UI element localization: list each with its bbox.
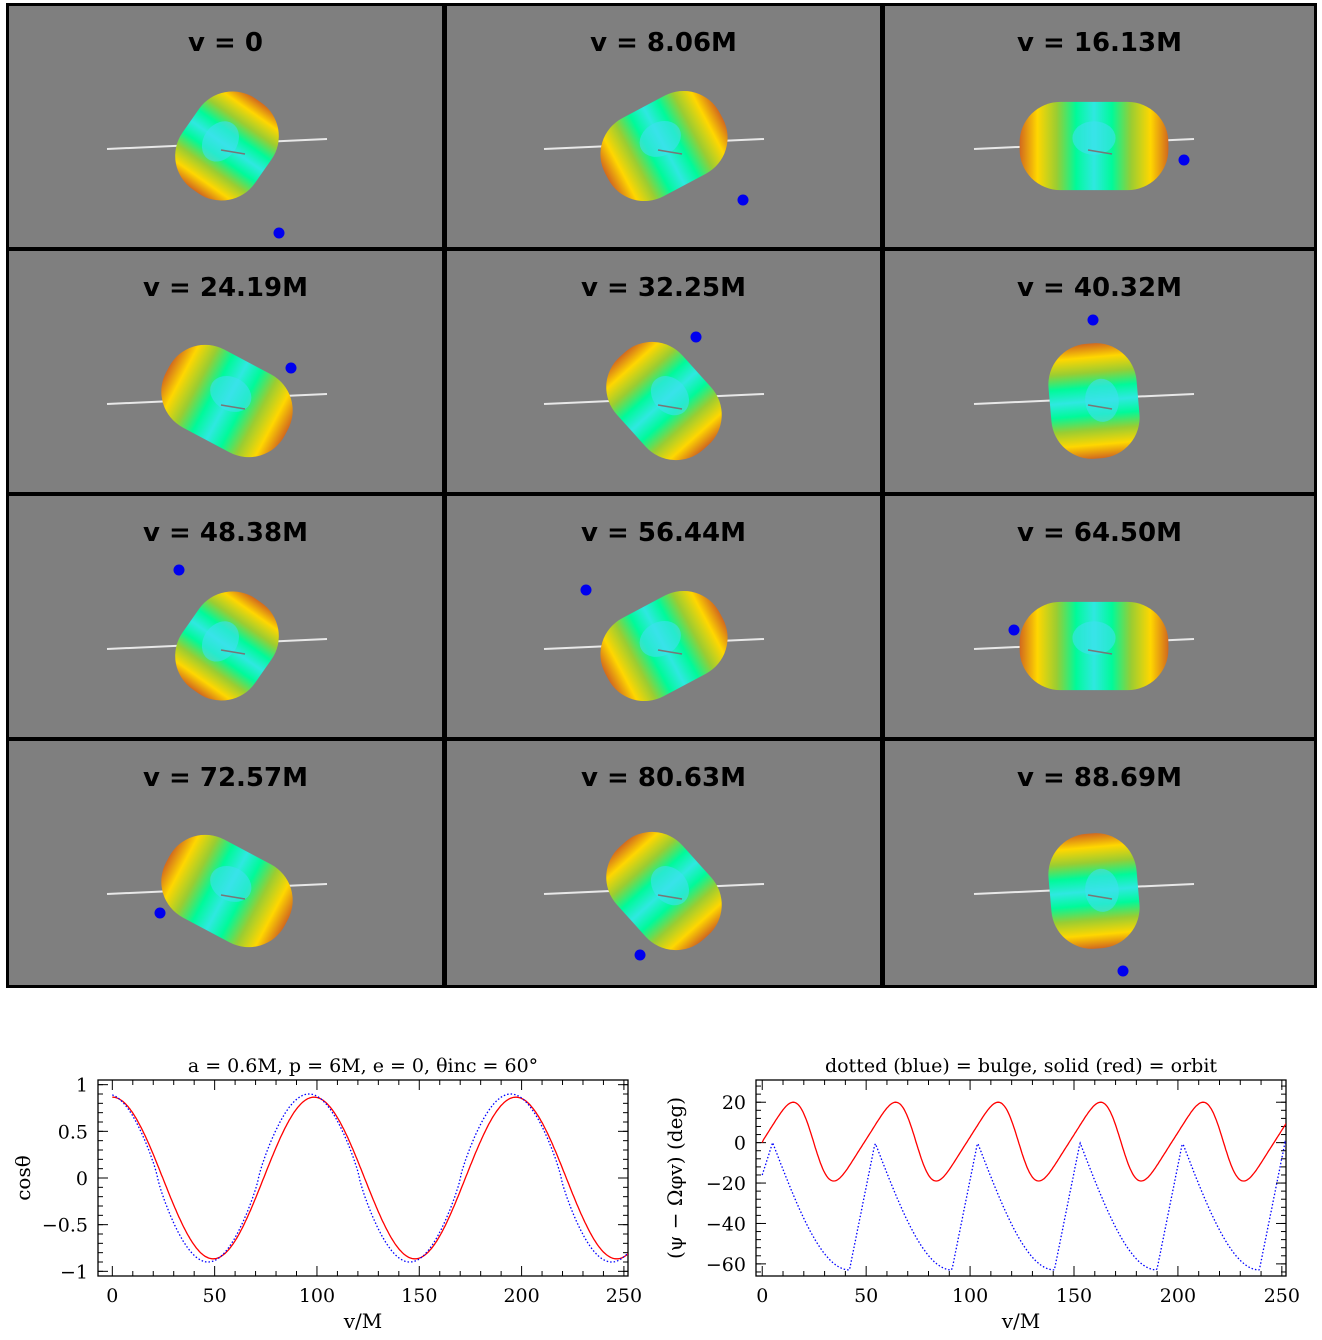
y-tick-label: −40 xyxy=(706,1213,746,1235)
cos-theta-chart: 0 50 100 150 200 250 1 0.5 0 −0.5 −1 a = 0.6M, p = … xyxy=(11,1055,642,1333)
plot-frame xyxy=(755,1079,1287,1277)
orbiting-body xyxy=(154,907,166,919)
orbiting-body xyxy=(1178,154,1190,166)
y-tick-label: −60 xyxy=(706,1254,746,1276)
orbiting-body xyxy=(580,584,592,596)
tidal-bulge xyxy=(606,831,722,951)
snapshot-panel: v = 88.69M xyxy=(885,741,1314,985)
tidal-bulge xyxy=(606,341,722,461)
snapshot-label: v = 8.06M xyxy=(590,28,737,58)
x-axis-label: v/M xyxy=(343,1309,383,1333)
orbiting-body xyxy=(690,331,702,343)
x-tick-label: 0 xyxy=(106,1285,118,1307)
chart-title: a = 0.6M, p = 6M, e = 0, θinc = 60° xyxy=(188,1055,538,1077)
orbiting-body xyxy=(1117,965,1129,977)
bulge-render xyxy=(106,834,328,948)
angle-lag-plot: 0 50 100 150 200 250 20 0 −20 −40 −60 dotted (blue)… xyxy=(660,1040,1322,1336)
y-tick-label: −1 xyxy=(60,1261,88,1283)
orbit-series-line xyxy=(112,1096,628,1260)
snapshot-label: v = 16.13M xyxy=(1017,28,1182,58)
snapshot-panel: v = 0 xyxy=(9,6,442,247)
snapshot-panel: v = 72.57M xyxy=(9,741,442,985)
chart-title: dotted (blue) = bulge, solid (red) = orb… xyxy=(825,1055,1217,1077)
tidal-bulge xyxy=(175,591,279,701)
x-axis-label: v/M xyxy=(1001,1309,1041,1333)
orbiting-body xyxy=(737,194,749,206)
bulge-render xyxy=(973,601,1195,691)
y-tick-label: 0 xyxy=(734,1133,746,1155)
tidal-bulge xyxy=(161,834,293,948)
bulge-render xyxy=(543,584,765,702)
plot-frame xyxy=(97,1079,629,1277)
snapshot-grid: v = 0 v = 8.06M v = 16.13M v = 24.19M v = 32… xyxy=(6,3,1317,988)
snapshot-panel: v = 80.63M xyxy=(447,741,880,985)
tidal-bulge xyxy=(175,91,279,201)
bulge-render xyxy=(543,90,765,206)
orbiting-body xyxy=(634,949,646,961)
tidal-bulge xyxy=(161,344,293,458)
y-tick-label: 20 xyxy=(722,1092,746,1114)
y-tick-label: −20 xyxy=(706,1173,746,1195)
x-tick-label: 100 xyxy=(299,1285,335,1307)
snapshot-panel: v = 16.13M xyxy=(885,6,1314,247)
snapshot-panel: v = 40.32M xyxy=(885,251,1314,492)
bulge-render xyxy=(973,314,1195,459)
bulge-render xyxy=(106,91,328,239)
snapshot-label: v = 56.44M xyxy=(581,518,746,548)
orbiting-body xyxy=(273,227,285,239)
y-tick-label: 0 xyxy=(76,1168,88,1190)
y-tick-label: 1 xyxy=(76,1075,88,1097)
snapshot-label: v = 64.50M xyxy=(1017,518,1182,548)
snapshot-label: v = 88.69M xyxy=(1017,763,1182,793)
x-tick-label: 150 xyxy=(1056,1285,1092,1307)
bulge-render xyxy=(543,831,765,961)
cos-theta-plot: 0 50 100 150 200 250 1 0.5 0 −0.5 −1 a = 0.6M, p = … xyxy=(0,1040,660,1336)
tidal-bulge xyxy=(1048,833,1140,949)
y-axis-label: (ψ − Ωφv) (deg) xyxy=(663,1097,687,1259)
snapshot-label: v = 40.32M xyxy=(1017,273,1182,303)
snapshot-panel: v = 56.44M xyxy=(447,496,880,737)
bulge-series-line xyxy=(112,1093,628,1263)
x-tick-label: 200 xyxy=(503,1285,539,1307)
orbiting-body xyxy=(173,564,185,576)
bulge-render xyxy=(973,101,1195,191)
orbiting-body xyxy=(285,362,297,374)
orbit-series-line xyxy=(761,1101,1286,1182)
x-tick-label: 200 xyxy=(1160,1285,1196,1307)
snapshot-panel: v = 8.06M xyxy=(447,6,880,247)
bulge-render xyxy=(106,344,328,458)
snapshot-panel: v = 32.25M xyxy=(447,251,880,492)
snapshot-label: v = 24.19M xyxy=(143,273,308,303)
snapshot-panel: v = 48.38M xyxy=(9,496,442,737)
tidal-bulge xyxy=(1048,343,1140,459)
x-tick-label: 50 xyxy=(854,1285,878,1307)
y-tick-label: −0.5 xyxy=(42,1215,88,1237)
bulge-render xyxy=(973,833,1195,977)
bulge-series-line xyxy=(761,1140,1286,1271)
tidal-bulge xyxy=(1019,601,1169,691)
snapshot-label: v = 48.38M xyxy=(143,518,308,548)
x-tick-label: 150 xyxy=(401,1285,437,1307)
y-tick-label: 0.5 xyxy=(58,1121,88,1143)
y-axis-label: cosθ xyxy=(11,1155,35,1201)
orbiting-body xyxy=(1008,624,1020,636)
tidal-bulge xyxy=(600,590,728,702)
bulge-render xyxy=(106,564,328,701)
snapshot-panel: v = 24.19M xyxy=(9,251,442,492)
x-tick-label: 0 xyxy=(756,1285,768,1307)
snapshot-panel: v = 64.50M xyxy=(885,496,1314,737)
orbiting-body xyxy=(1087,314,1099,326)
x-tick-label: 250 xyxy=(606,1285,642,1307)
tidal-bulge xyxy=(600,90,728,202)
snapshot-label: v = 0 xyxy=(188,28,263,58)
x-tick-label: 50 xyxy=(203,1285,227,1307)
tidal-bulge xyxy=(1019,101,1169,191)
snapshot-label: v = 72.57M xyxy=(143,763,308,793)
snapshot-label: v = 80.63M xyxy=(581,763,746,793)
x-tick-label: 100 xyxy=(952,1285,988,1307)
x-tick-label: 250 xyxy=(1264,1285,1300,1307)
snapshot-label: v = 32.25M xyxy=(581,273,746,303)
bulge-render xyxy=(543,331,765,461)
